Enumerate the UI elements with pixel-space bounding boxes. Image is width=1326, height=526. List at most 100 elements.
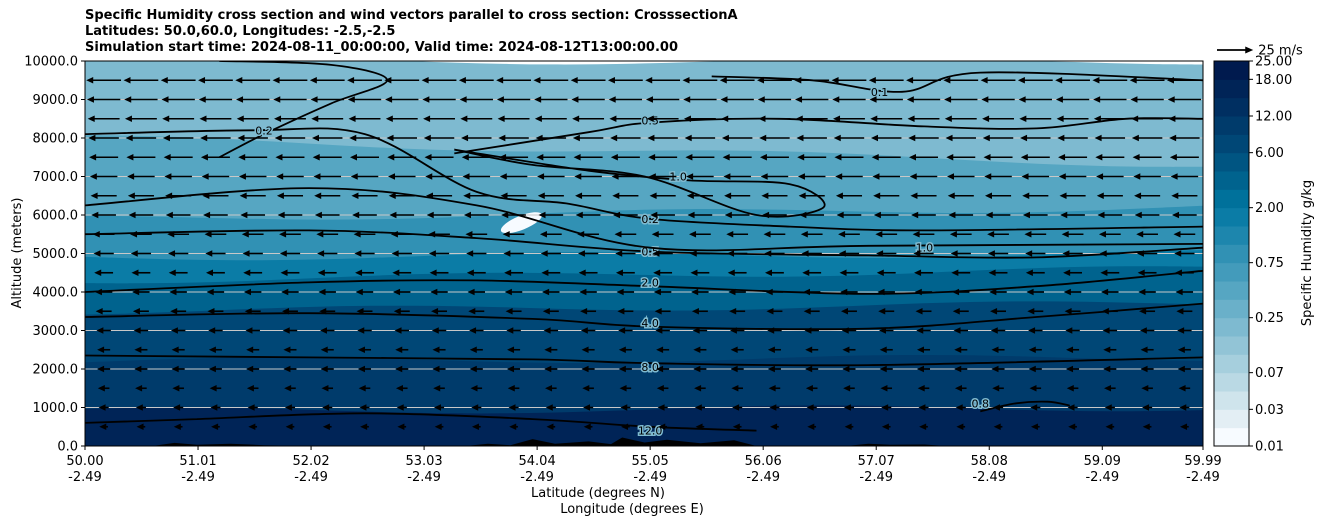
wind-arrow-head xyxy=(954,346,962,353)
wind-arrow-head xyxy=(432,346,440,353)
wind-arrow xyxy=(1103,365,1117,373)
wind-arrow-head xyxy=(946,154,954,161)
wind-arrow-head xyxy=(206,269,214,276)
wind-arrow-head xyxy=(123,77,131,84)
wind-arrow xyxy=(322,423,332,430)
wind-arrow-head xyxy=(208,327,216,334)
wind-arrow xyxy=(690,269,710,276)
wind-arrow-head xyxy=(198,96,206,103)
wind-arrow xyxy=(545,385,557,392)
wind-arrow-head xyxy=(471,423,479,430)
wind-arrow-head xyxy=(425,173,433,180)
colorbar-tick-label-4: 0.75 xyxy=(1255,256,1284,271)
wind-arrow-head xyxy=(507,365,515,373)
wind-arrow xyxy=(981,96,1015,103)
wind-arrow-head xyxy=(951,269,959,276)
wind-arrow-head xyxy=(1132,154,1140,161)
wind-arrow-head xyxy=(731,385,739,392)
wind-arrow xyxy=(127,173,155,180)
wind-arrow-head xyxy=(1136,231,1144,238)
wind-arrow xyxy=(1068,423,1077,430)
wind-arrow-head xyxy=(198,77,206,84)
wind-arrow xyxy=(1099,250,1120,257)
wind-arrow xyxy=(943,77,979,84)
wind-arrow xyxy=(609,115,642,122)
wind-arrow xyxy=(835,192,863,199)
wind-arrow-head xyxy=(943,77,951,84)
grid-lines xyxy=(85,99,1203,408)
wind-arrow-head xyxy=(395,365,403,373)
wind-arrow xyxy=(570,77,606,84)
wind-arrow-head xyxy=(1140,365,1148,373)
wind-arrow-head xyxy=(572,115,580,122)
x-tick-label-lat-0: 50.00 xyxy=(66,454,103,469)
wind-arrow xyxy=(878,327,894,334)
wind-arrow xyxy=(615,269,635,276)
wind-arrow-head xyxy=(285,423,293,430)
wind-arrow xyxy=(990,308,1007,315)
wind-arrow xyxy=(277,211,303,219)
wind-arrow xyxy=(131,269,151,276)
wind-arrow-head xyxy=(912,231,920,238)
y-tick-label-7: 7000.0 xyxy=(33,170,79,185)
wind-arrow xyxy=(1020,154,1050,161)
wind-arrow xyxy=(1169,134,1200,142)
wind-arrow xyxy=(695,423,705,430)
wind-arrow-head xyxy=(1166,77,1174,84)
colorbar-swatch-11 xyxy=(1214,226,1249,245)
wind-arrow-head xyxy=(90,192,98,199)
wind-arrow-head xyxy=(654,308,662,315)
wind-arrow xyxy=(423,115,455,122)
wind-arrow xyxy=(316,231,339,238)
wind-arrow xyxy=(580,308,597,315)
wind-arrow xyxy=(279,250,301,257)
wind-arrow-head xyxy=(1093,96,1101,103)
x-tick-label-lat-7: 57.07 xyxy=(858,454,895,469)
wind-arrow xyxy=(686,192,713,199)
wind-arrow xyxy=(875,231,898,238)
wind-arrow xyxy=(93,250,114,257)
wind-arrow xyxy=(1140,365,1154,373)
wind-arrow-head xyxy=(1140,346,1148,353)
wind-arrow-head xyxy=(580,327,588,334)
wind-arrow xyxy=(243,269,263,276)
wind-arrow xyxy=(694,404,705,411)
wind-arrow-head xyxy=(167,231,175,238)
wind-arrow-head xyxy=(423,134,431,142)
wind-arrow-head xyxy=(1024,231,1032,238)
wind-arrow-head xyxy=(610,134,618,142)
wind-arrow-head xyxy=(1129,77,1137,84)
colorbar-tick-label-7: 12.00 xyxy=(1255,110,1292,125)
x-tick-label-lat-4: 54.04 xyxy=(519,454,556,469)
x-tick-label-lon-3: -2.49 xyxy=(407,470,441,485)
wind-arrow-head xyxy=(759,134,767,142)
wind-arrow-head xyxy=(358,385,366,392)
wind-arrow-head xyxy=(202,192,210,199)
x-tick-label-lon-0: -2.49 xyxy=(68,470,102,485)
wind-arrow-head xyxy=(615,269,623,276)
wind-arrow-head xyxy=(422,96,430,103)
wind-arrow-head xyxy=(1068,423,1076,430)
wind-arrow xyxy=(1178,385,1191,392)
wind-arrow xyxy=(173,404,184,411)
wind-arrow-head xyxy=(583,404,591,411)
wind-arrow xyxy=(132,308,149,315)
wind-arrow xyxy=(912,231,935,238)
colorbar-swatch-1 xyxy=(1214,409,1249,429)
wind-arrow-head xyxy=(392,269,400,276)
wind-arrow xyxy=(1133,173,1161,180)
wind-arrow-head xyxy=(1136,250,1144,257)
wind-arrow xyxy=(1097,211,1123,219)
wind-arrow-head xyxy=(695,423,703,430)
wind-arrow xyxy=(612,192,639,199)
wind-arrow xyxy=(126,154,156,161)
wind-arrow-head xyxy=(282,327,290,334)
wind-arrow xyxy=(321,385,334,392)
wind-arrow-head xyxy=(765,269,773,276)
wind-arrow xyxy=(806,404,817,411)
wind-arrow-head xyxy=(689,231,697,238)
wind-arrow-head xyxy=(496,77,504,84)
wind-arrow xyxy=(573,154,603,161)
wind-arrow-head xyxy=(540,250,548,257)
wind-arrow xyxy=(171,346,185,353)
